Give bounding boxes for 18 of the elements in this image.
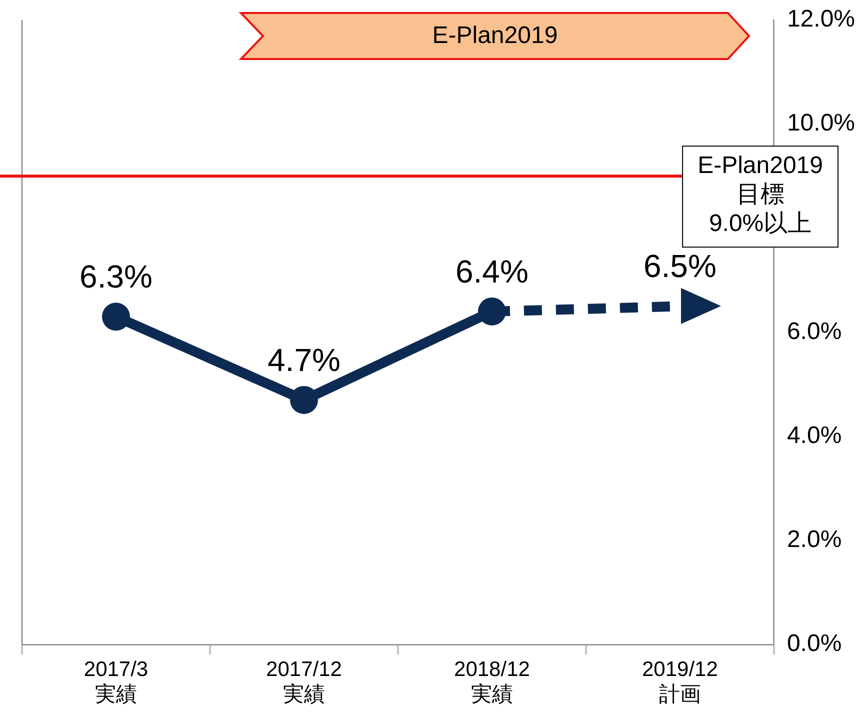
data-label: 6.3% [80,258,152,295]
x-tick-label: 2017/3 実績 [84,658,148,706]
point [102,302,130,331]
x-tick-label: 2018/12 実績 [454,658,530,706]
point [478,297,506,326]
y-tick-label: 10.0% [786,110,856,137]
data-label: 6.5% [643,248,716,284]
point [290,386,318,414]
data-label: 6.4% [456,253,528,290]
y-tick-label: 2.0% [786,526,842,554]
y-tick-label: 6.0% [786,318,842,345]
y-tick-label: 4.0% [786,422,842,450]
y-tick-label: 12.0% [786,6,856,33]
ref-line-label: E-Plan2019 目標 9.0%以上 [698,152,824,237]
x-tick-label: 2017/12 実績 [266,658,342,706]
x-tick-label: 2019/12 計画 [642,658,718,706]
y-tick-label: 0.0% [786,630,842,658]
data-label: 4.7% [268,342,340,378]
